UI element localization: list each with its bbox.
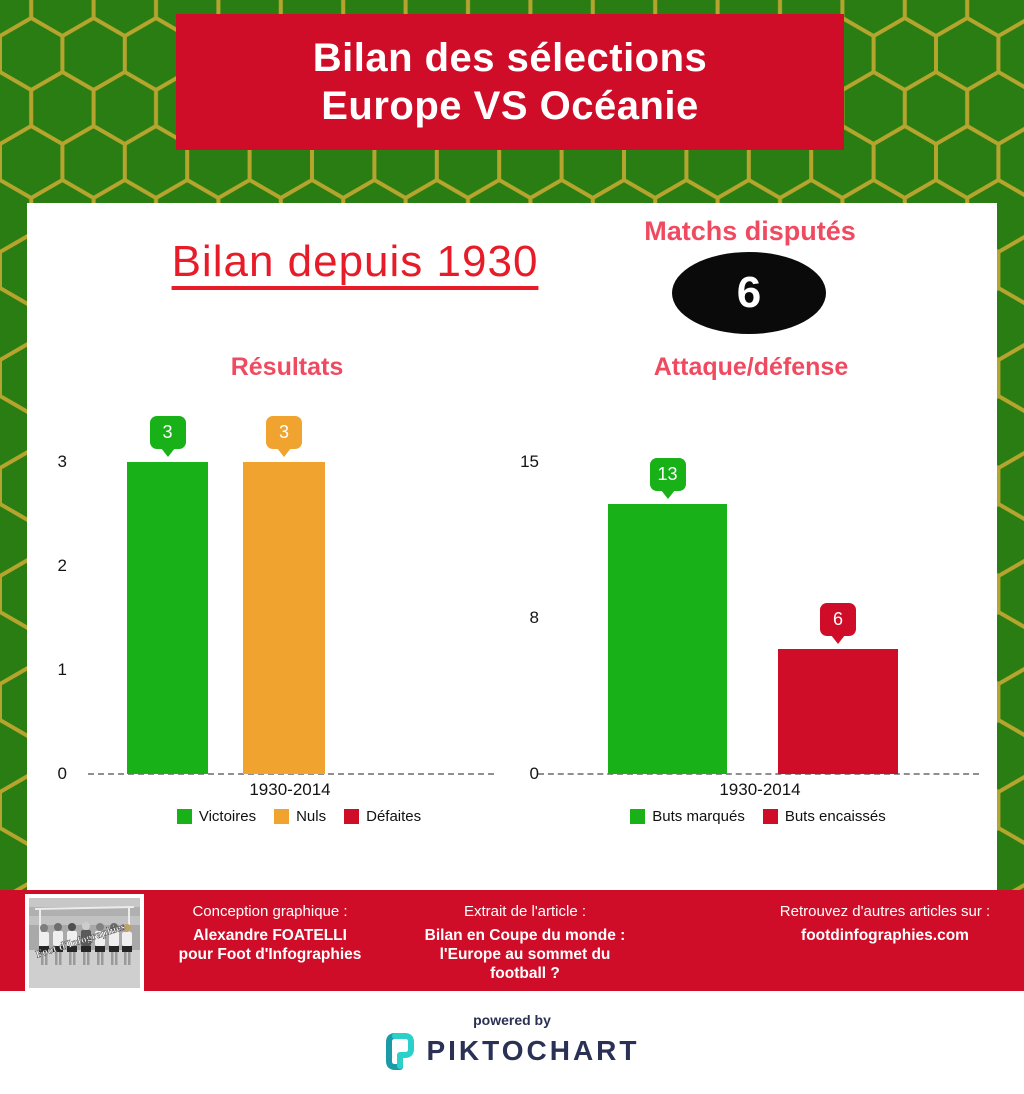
- legend-label: Buts marqués: [652, 808, 745, 825]
- header-title-line2: Europe VS Océanie: [321, 84, 699, 128]
- zero-baseline: [538, 773, 979, 775]
- credit-author-org: pour Foot d'Infographies: [178, 946, 362, 963]
- bar: [608, 504, 727, 774]
- y-tick-label: 1: [57, 660, 67, 679]
- piktochart-logo-icon: [386, 1033, 415, 1070]
- website-url[interactable]: footdinfographies.com: [801, 927, 969, 944]
- x-axis-label: 1930-2014: [249, 780, 331, 799]
- article-title-line3: football ?: [490, 965, 560, 982]
- zero-baseline: [88, 773, 494, 775]
- legend-label: Nuls: [296, 808, 327, 825]
- y-tick-label: 0: [529, 764, 539, 783]
- article-title: Bilan en Coupe du monde : l'Europe au so…: [400, 926, 650, 983]
- article-title-line1: Bilan en Coupe du monde :: [424, 927, 626, 944]
- credit-author-name: Alexandre FOATELLI: [193, 927, 347, 944]
- footer-credit-column: Conception graphique : Alexandre FOATELL…: [150, 902, 390, 964]
- y-tick-label: 0: [57, 764, 67, 783]
- legend-label: Défaites: [366, 808, 422, 825]
- chart-title: Résultats: [230, 353, 344, 381]
- team-photo-image: Foot d'Infographies: [29, 898, 140, 988]
- y-tick-label: 15: [520, 452, 539, 471]
- y-tick-label: 2: [57, 556, 67, 575]
- brand-row: PIKTOCHART: [0, 1032, 1024, 1070]
- footer-website-column: Retrouvez d'autres articles sur : footdi…: [750, 902, 1020, 945]
- x-axis-label: 1930-2014: [719, 780, 801, 799]
- header-banner: Bilan des sélections Europe VS Océanie: [176, 14, 844, 150]
- legend-swatch: [176, 809, 192, 824]
- legend-label: Victoires: [198, 808, 257, 825]
- bar: [127, 462, 208, 774]
- legend-item: Défaites: [344, 808, 421, 825]
- legend: Victoires Nuls Défaites: [49, 808, 549, 825]
- bar-value-bubble: 13: [649, 458, 686, 491]
- team-photo: Foot d'Infographies: [25, 894, 144, 992]
- legend-item: Buts marqués: [630, 808, 745, 825]
- bar: [778, 649, 898, 774]
- content-panel: Bilan depuis 1930 Matchs disputés 6 Résu…: [27, 203, 997, 890]
- y-tick-label: 8: [529, 608, 539, 627]
- matches-count-value: 6: [736, 268, 762, 317]
- legend-item: Nuls: [274, 808, 326, 825]
- bar-value-bubble: 3: [149, 416, 186, 449]
- chart-title: Attaque/défense: [653, 353, 849, 381]
- header-title-line1: Bilan des sélections: [312, 36, 708, 80]
- legend-item: Buts encaissés: [762, 808, 886, 825]
- legend-swatch: [630, 809, 646, 824]
- legend-item: Victoires: [176, 808, 257, 825]
- legend-swatch: [274, 809, 290, 824]
- bar-value-bubble: 3: [266, 416, 302, 449]
- legend: Buts marqués Buts encaissés: [508, 808, 1008, 825]
- legend-label: Buts encaissés: [784, 808, 886, 825]
- website-label: Retrouvez d'autres articles sur :: [779, 903, 991, 920]
- bar-value-bubble: 6: [820, 603, 856, 636]
- piktochart-wordmark[interactable]: PIKTOCHART: [426, 1035, 640, 1066]
- matches-played-label: Matchs disputés: [644, 216, 856, 246]
- article-label: Extrait de l'article :: [463, 903, 587, 920]
- bar: [243, 462, 325, 774]
- legend-swatch: [344, 809, 360, 824]
- main-title: Bilan depuis 1930: [171, 237, 539, 286]
- legend-swatch: [762, 809, 778, 824]
- article-title-line2: l'Europe au sommet du: [439, 946, 611, 963]
- credit-label: Conception graphique :: [192, 903, 348, 920]
- footer-article-column: Extrait de l'article : Bilan en Coupe du…: [400, 902, 650, 983]
- powered-by-label: powered by: [473, 1012, 551, 1028]
- credit-author: Alexandre FOATELLI pour Foot d'Infograph…: [150, 926, 390, 964]
- matches-count-oval: 6: [672, 252, 826, 334]
- footer-bar: Conception graphique : Alexandre FOATELL…: [0, 890, 1024, 991]
- bottom-strip: powered by PIKTOCHART: [0, 991, 1024, 1094]
- y-tick-label: 3: [57, 452, 67, 471]
